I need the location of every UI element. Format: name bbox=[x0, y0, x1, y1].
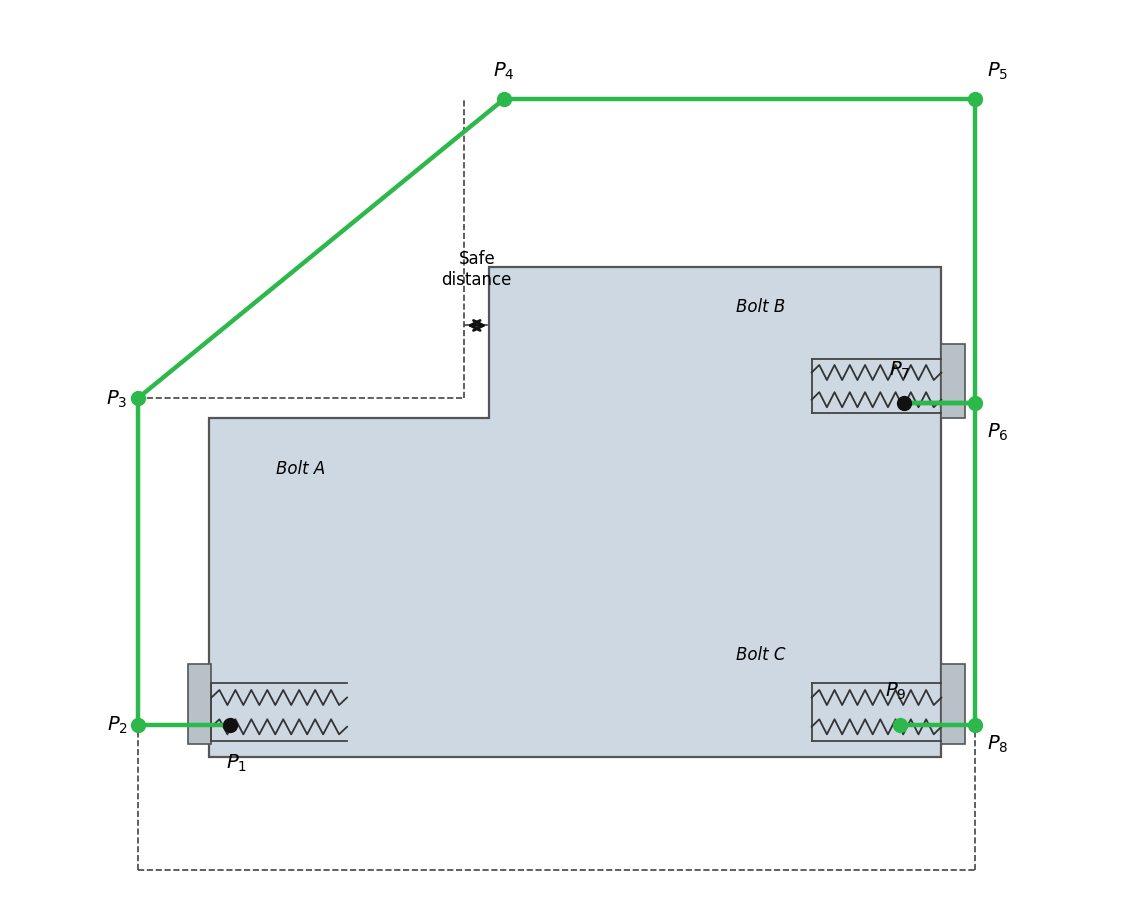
Text: $P_{7}$: $P_{7}$ bbox=[889, 359, 910, 380]
Text: Bolt A: Bolt A bbox=[276, 460, 325, 477]
Polygon shape bbox=[209, 267, 942, 757]
Text: $P_{9}$: $P_{9}$ bbox=[884, 680, 906, 702]
Text: $P_{6}$: $P_{6}$ bbox=[988, 422, 1009, 442]
Text: $P_{3}$: $P_{3}$ bbox=[106, 388, 128, 409]
Text: $P_{1}$: $P_{1}$ bbox=[226, 751, 247, 773]
Text: $P_{5}$: $P_{5}$ bbox=[988, 61, 1009, 82]
Bar bbox=[942, 344, 965, 418]
Bar bbox=[188, 665, 212, 744]
Text: Bolt B: Bolt B bbox=[736, 298, 786, 316]
Text: $P_{8}$: $P_{8}$ bbox=[988, 732, 1009, 754]
Text: $P_{4}$: $P_{4}$ bbox=[493, 61, 515, 82]
Text: $P_{2}$: $P_{2}$ bbox=[106, 714, 128, 736]
Bar bbox=[942, 665, 965, 744]
Text: Safe
distance: Safe distance bbox=[442, 250, 512, 288]
Text: Bolt C: Bolt C bbox=[736, 646, 786, 664]
